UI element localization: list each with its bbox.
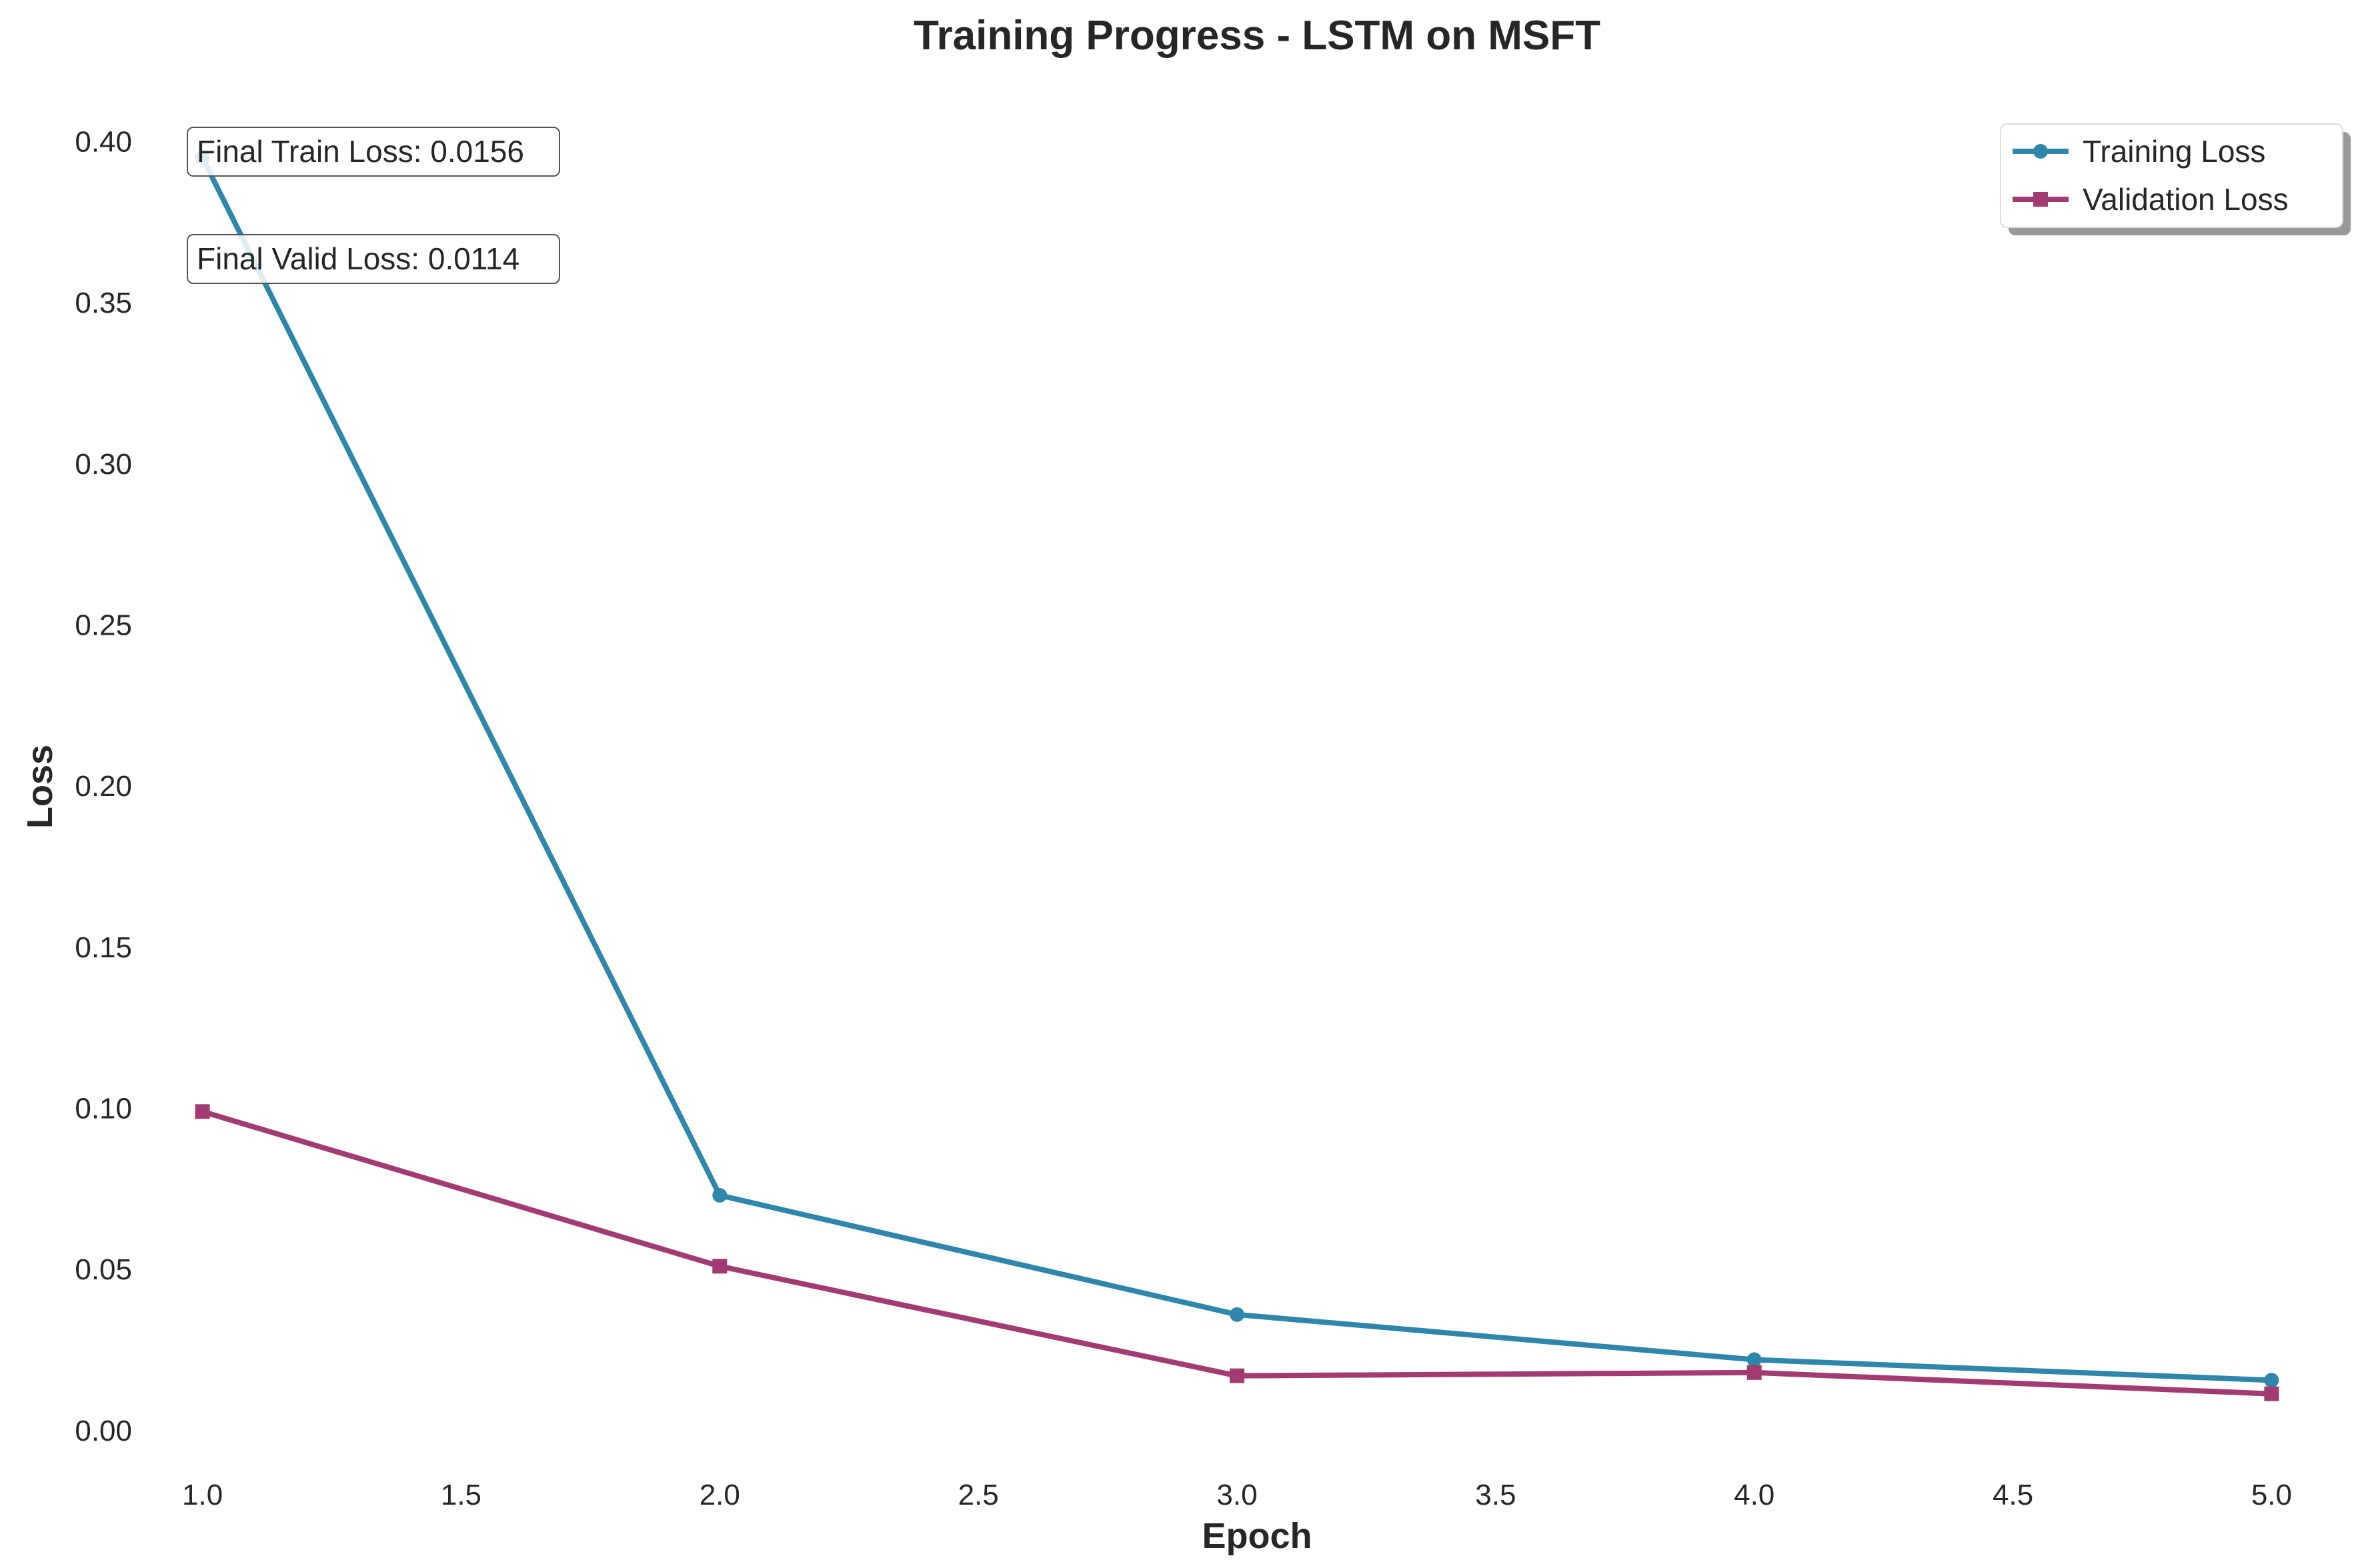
series-layer: [195, 150, 2279, 1401]
chart-title: Training Progress - LSTM on MSFT: [914, 13, 1600, 59]
validation-loss-point: [2264, 1386, 2279, 1401]
x-tick-label: 5.0: [2251, 1479, 2292, 1511]
x-tick-label: 2.5: [958, 1479, 999, 1511]
legend-training-label: Training Loss: [2083, 134, 2265, 169]
x-tick-label: 2.0: [700, 1479, 740, 1511]
annotation-train: Final Train Loss: 0.0156: [187, 127, 560, 177]
training-loss-point: [712, 1188, 728, 1203]
x-tick-label: 1.5: [441, 1479, 481, 1511]
validation-loss-point: [1230, 1368, 1244, 1383]
y-axis-ticks: 0.00 0.05 0.10 0.15 0.20 0.25 0.30 0.35 0.40: [75, 126, 132, 1447]
legend-validation-marker: [2033, 192, 2048, 207]
x-tick-label: 1.0: [182, 1479, 223, 1511]
annotation-valid: Final Valid Loss: 0.0114: [187, 234, 560, 284]
x-axis-label: Epoch: [1202, 1516, 1312, 1556]
x-tick-label: 4.0: [1734, 1479, 1774, 1511]
y-tick-label: 0.35: [75, 287, 132, 319]
legend-training-marker: [2033, 144, 2048, 159]
x-tick-label: 3.0: [1216, 1479, 1257, 1511]
y-tick-label: 0.10: [75, 1093, 132, 1125]
annotation-train-text: Final Train Loss: 0.0156: [197, 134, 524, 169]
legend: Training Loss Validation Loss: [2000, 123, 2351, 235]
validation-loss-point: [195, 1104, 210, 1119]
y-tick-label: 0.15: [75, 931, 132, 964]
y-tick-label: 0.25: [75, 609, 132, 642]
annotation-valid-box: [187, 234, 560, 284]
x-tick-label: 4.5: [1993, 1479, 2033, 1511]
y-tick-label: 0.40: [75, 126, 132, 159]
y-tick-label: 0.00: [75, 1415, 132, 1447]
legend-box: [2000, 123, 2343, 228]
y-tick-label: 0.20: [75, 770, 132, 803]
training-loss-point: [2264, 1373, 2279, 1388]
legend-validation-label: Validation Loss: [2083, 182, 2289, 217]
y-tick-label: 0.30: [75, 448, 132, 481]
training-loss-point: [1230, 1307, 1244, 1322]
y-tick-label: 0.05: [75, 1253, 132, 1286]
validation-loss-point: [1746, 1365, 1762, 1380]
annotation-train-box: [187, 127, 560, 177]
training-loss-point: [1746, 1352, 1762, 1367]
validation-loss-point: [712, 1259, 728, 1274]
x-tick-label: 3.5: [1475, 1479, 1516, 1511]
annotation-valid-text: Final Valid Loss: 0.0114: [197, 241, 519, 276]
x-axis-ticks: 1.0 1.5 2.0 2.5 3.0 3.5 4.0 4.5 5.0: [182, 1479, 2292, 1511]
y-axis-label: Loss: [20, 745, 60, 829]
